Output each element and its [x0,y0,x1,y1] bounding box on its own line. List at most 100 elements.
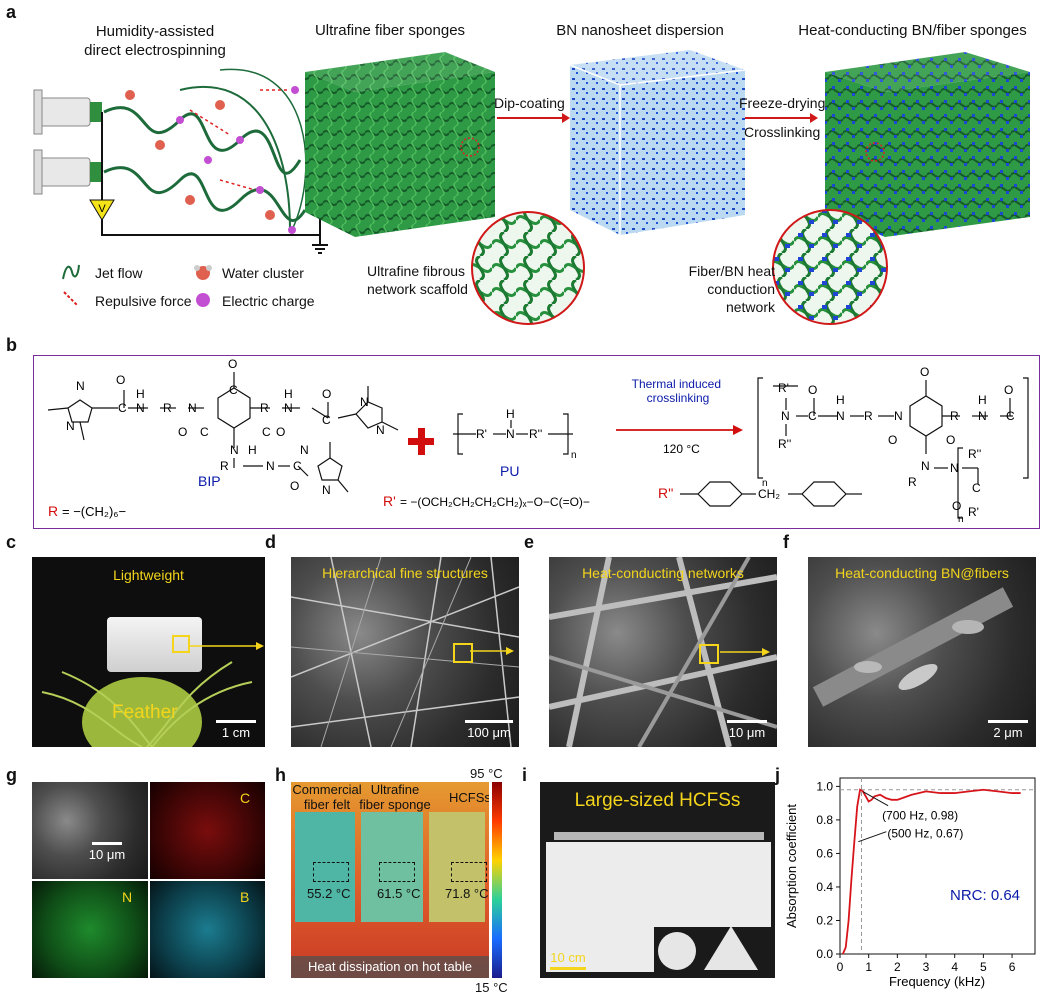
atom-h: H [248,443,257,457]
x-tick-label: 0 [837,960,844,974]
annotation-700hz: (700 Hz, 0.98) [882,809,958,823]
atom-n: N [136,401,145,415]
r1-def: = −(OCH₂CH₂CH₂CH₂)ₓ−O−C(=O)− [400,495,590,509]
scale-bar-e: 10 μm [725,720,769,740]
scale-bar-f: 2 μm [986,720,1030,740]
plus-sign-icon [408,428,434,455]
atom-r: R [950,409,959,423]
atom-o: O [116,373,125,387]
atom-r1: R' [1032,381,1033,395]
atom-n: N [950,461,959,475]
water-cluster-legend-icon [194,265,212,280]
atom-c: C [200,425,209,439]
annotation-arrow [858,831,887,843]
atom-r: R [260,401,269,415]
atom-r: R [163,401,172,415]
atom-n: N [836,409,845,423]
scale-bar-g: 10 μm [82,842,132,862]
thermal-footer: Heat dissipation on hot table [291,956,489,978]
panel-label-e: e [524,532,535,552]
fiber-sponge-cube [305,52,495,237]
y-tick-label: 1.0 [816,779,833,793]
pu-molecule [453,413,573,455]
repulsive-force-legend-icon [63,291,79,307]
legend-jet-flow: Jet flow [95,265,143,281]
atom-o: O [946,433,955,447]
title-hcfs: Heat-conducting BN/fiber sponges [798,22,1027,39]
atom-n: N [978,409,987,423]
eds-sem-image: 10 μm [32,782,148,879]
atom-r2: R'' [1032,437,1033,451]
annotation-500hz: (500 Hz, 0.67) [887,827,963,841]
atom-o: O [178,425,187,439]
temp-hcfs: 71.8 °C [445,886,489,901]
panel-label-j: j [775,765,781,785]
legend-repulsive-force: Repulsive force [95,293,192,309]
scale-bar-c: 1 cm [214,720,258,740]
nrc-label: NRC: 0.64 [950,887,1020,904]
thermal-label: Thermal induced crosslinking [632,377,725,405]
title-electrospinning: Humidity-assisted direct electrospinning [84,23,226,59]
roi-box [451,862,487,882]
element-c: C [240,790,251,806]
atom-n: N [360,395,369,409]
panel-label-c: c [6,532,17,552]
label-sponge: Ultrafine fiber sponge [359,782,431,812]
eds-map-b: B [150,881,265,978]
title-fiber-sponges: Ultrafine fiber sponges [314,22,466,39]
color-scale-bar [492,782,502,978]
product-n: n [958,514,964,524]
plot-frame [839,777,1036,955]
element-b: B [240,889,250,905]
atom-c: C [1006,409,1015,423]
panel-c-title: Lightweight [113,567,184,583]
fiber-texture [291,557,519,747]
atom-n: N [300,443,309,457]
scale-bar-d: 100 μm [463,720,515,740]
sample-felt [295,812,355,922]
atom-n: N [266,459,275,473]
legend-electric-charge: Electric charge [222,293,315,309]
atom-r1: R' [778,381,789,395]
fiber-texture [549,557,777,747]
dip-coating-arrow [497,113,570,123]
hcfs-cube [825,52,1030,237]
atom-o: O [228,358,237,371]
atom-r: R [864,409,873,423]
temp-sponge: 61.5 °C [377,886,421,901]
atom-h: H [506,407,515,421]
panel-f-title: Heat-conducting BN@fibers [835,565,1009,581]
bip-molecule [47,372,399,493]
x-tick-label: 1 [865,960,872,974]
y-tick-label: 0.6 [816,846,833,860]
sem-image-d: Hierarchical fine structures 100 μm [291,557,519,747]
panel-label-d: d [265,532,276,552]
panel-label-b: b [6,335,17,355]
voltage-label: V [98,203,106,215]
thermal-image: Commercial fiber felt Ultrafine fiber sp… [291,782,489,978]
atom-h: H [136,387,145,401]
pu-label: PU [500,463,519,479]
hcfs-sheet-bottom [546,927,654,972]
atom-c: C [808,409,817,423]
hcfs-sheet-large [546,842,771,927]
atom-n: N [921,459,930,473]
product-n: n [762,478,768,489]
min-temp-label: 15 °C [475,980,508,995]
panel-label-g: g [6,765,17,785]
panel-label-f: f [783,532,789,552]
eds-map-n: N [32,881,148,978]
dip-coating-label: Dip-coating [494,95,565,111]
atom-r1: R' [476,427,487,441]
sample-sponge [361,812,423,922]
ruler [554,832,764,840]
label-felt: Commercial fiber felt [292,782,362,812]
bn-flake-texture [812,587,1014,707]
y-tick-label: 0.0 [816,947,833,961]
label-hcfs: HCFSs [449,790,489,805]
zoom-box [172,635,190,653]
freeze-drying-label: Freeze-drying [739,95,826,111]
atom-n: N [781,409,790,423]
panel-label-i: i [522,765,528,785]
feather-label: Feather [112,702,178,723]
